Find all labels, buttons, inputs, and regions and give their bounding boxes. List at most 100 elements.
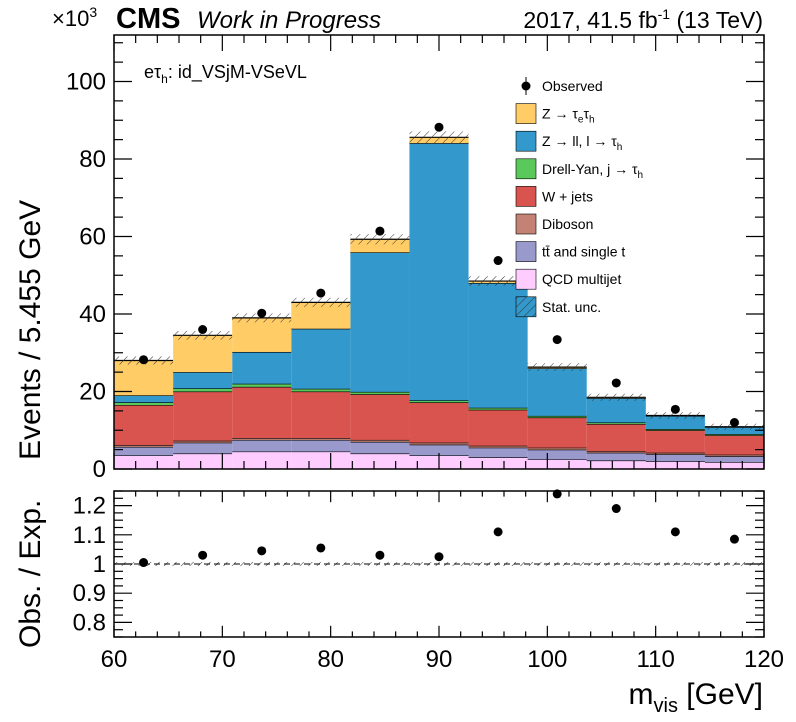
stat-unc-box — [173, 331, 233, 340]
plot-header: ×103 CMS Work in Progress 2017, 41.5 fb-… — [52, 3, 763, 35]
bar-segment — [527, 447, 587, 450]
ratio-point — [198, 550, 208, 560]
bar-segment — [173, 442, 233, 454]
legend-color-box — [515, 268, 537, 290]
bar-segment — [232, 383, 292, 387]
y-tick-label: 80 — [79, 146, 106, 173]
observed-point — [198, 325, 208, 334]
bar-segment — [409, 444, 469, 456]
legend-label: Drell-Yan, j → τh — [542, 161, 643, 181]
ratio-y-tick-label: 0.9 — [73, 580, 106, 607]
stack-layer — [114, 136, 764, 469]
bar-segment — [409, 143, 469, 401]
ratio-unc-box — [232, 561, 292, 567]
cms-label: CMS — [116, 3, 180, 35]
series-w-jets — [114, 386, 764, 455]
x-axis-ticks: 60 70 80 90 100 110 120 — [101, 35, 784, 673]
bar-segment — [586, 451, 646, 453]
bar-segment — [704, 462, 764, 469]
bar-segment — [114, 402, 174, 406]
bar-segment — [232, 317, 292, 352]
y-axis-label: Events / 5.455 GeV — [14, 200, 47, 460]
bar-segment — [291, 438, 351, 440]
observed-point — [729, 418, 739, 427]
y-tick-label: 60 — [79, 224, 106, 251]
bar-segment — [527, 449, 587, 460]
bar-segment — [409, 402, 469, 443]
bar-segment — [232, 351, 292, 384]
bar-segment — [350, 441, 410, 454]
observed-point — [493, 256, 503, 266]
channel-label: eτh: id_VSjM-VSeVL — [144, 62, 307, 86]
ratio-unc-box — [291, 561, 351, 567]
lumi-label: 2017, 41.5 fb-1 (13 TeV) — [523, 6, 763, 33]
legend-label: QCD multijet — [542, 271, 621, 287]
bar-segment — [527, 417, 587, 448]
legend-entry: Z → ll, l → τh — [515, 130, 622, 153]
ratio-y-tick-label: 1.1 — [73, 522, 106, 549]
bar-segment — [704, 454, 764, 457]
stat-unc-box — [232, 313, 292, 323]
bar-segment — [409, 442, 469, 445]
legend-label: Diboson — [542, 216, 593, 232]
bar-segment — [232, 438, 292, 440]
bar-segment — [704, 427, 764, 435]
bar-segment — [586, 452, 646, 461]
ratio-unc-box — [173, 561, 233, 567]
ratio-y-tick-label: 1 — [93, 551, 106, 578]
bar-segment — [232, 439, 292, 452]
ratio-y-tick-label: 0.8 — [73, 609, 106, 636]
bar-segment — [114, 455, 174, 469]
observed-point — [670, 404, 680, 414]
legend-color-box — [515, 158, 537, 180]
legend-color-box — [515, 186, 537, 207]
ratio-point — [611, 504, 621, 514]
legend-entry: W + jets — [515, 186, 593, 207]
ratio-point — [375, 550, 385, 560]
ratio-y-axis-label: Obs. / Exp. — [14, 500, 47, 648]
legend-entry: Stat. unc. — [515, 296, 601, 318]
bar-segment — [173, 335, 233, 373]
bar-segment — [350, 453, 410, 469]
bar-segment — [232, 451, 292, 469]
bar-segment — [173, 391, 233, 441]
ratio-point — [257, 546, 267, 556]
bar-segment — [173, 440, 233, 443]
bar-segment — [291, 328, 351, 389]
x-tick-label: 120 — [744, 646, 784, 673]
legend-color-box — [515, 130, 537, 152]
x-tick-label: 90 — [426, 646, 453, 673]
bar-segment — [468, 457, 528, 469]
ratio-point — [139, 558, 149, 568]
x-tick-label: 80 — [317, 646, 344, 673]
legend-label: Z → τeτh — [542, 106, 595, 126]
bar-segment — [114, 395, 174, 403]
y-tick-label: 100 — [66, 69, 106, 96]
bar-segment — [291, 439, 351, 452]
y-tick-label: 20 — [79, 379, 106, 406]
stat-unc-box — [350, 234, 410, 245]
bar-segment — [173, 453, 233, 469]
bar-segment — [114, 405, 174, 445]
y-tick-label: 0 — [93, 456, 106, 483]
legend-entry: QCD multijet — [515, 268, 621, 290]
legend-entry: Observed — [521, 77, 603, 95]
observed-point — [375, 226, 385, 236]
bar-segment — [350, 439, 410, 442]
legend-label: Z → ll, l → τh — [542, 133, 622, 153]
legend-label: W + jets — [542, 188, 593, 204]
legend-entry: Z → τeτh — [515, 103, 595, 126]
bar-segment — [527, 368, 587, 416]
bar-segment — [586, 460, 646, 469]
legend-color-box — [515, 213, 537, 235]
legend-color-box — [515, 103, 537, 124]
bar-segment — [468, 407, 528, 410]
bar-segment — [114, 360, 174, 396]
observed-layer — [139, 122, 739, 427]
bar-segment — [586, 424, 646, 452]
bar-segment — [114, 446, 174, 456]
bar-segment — [704, 456, 764, 463]
stat-unc-box — [586, 393, 646, 401]
bar-segment — [645, 454, 705, 462]
